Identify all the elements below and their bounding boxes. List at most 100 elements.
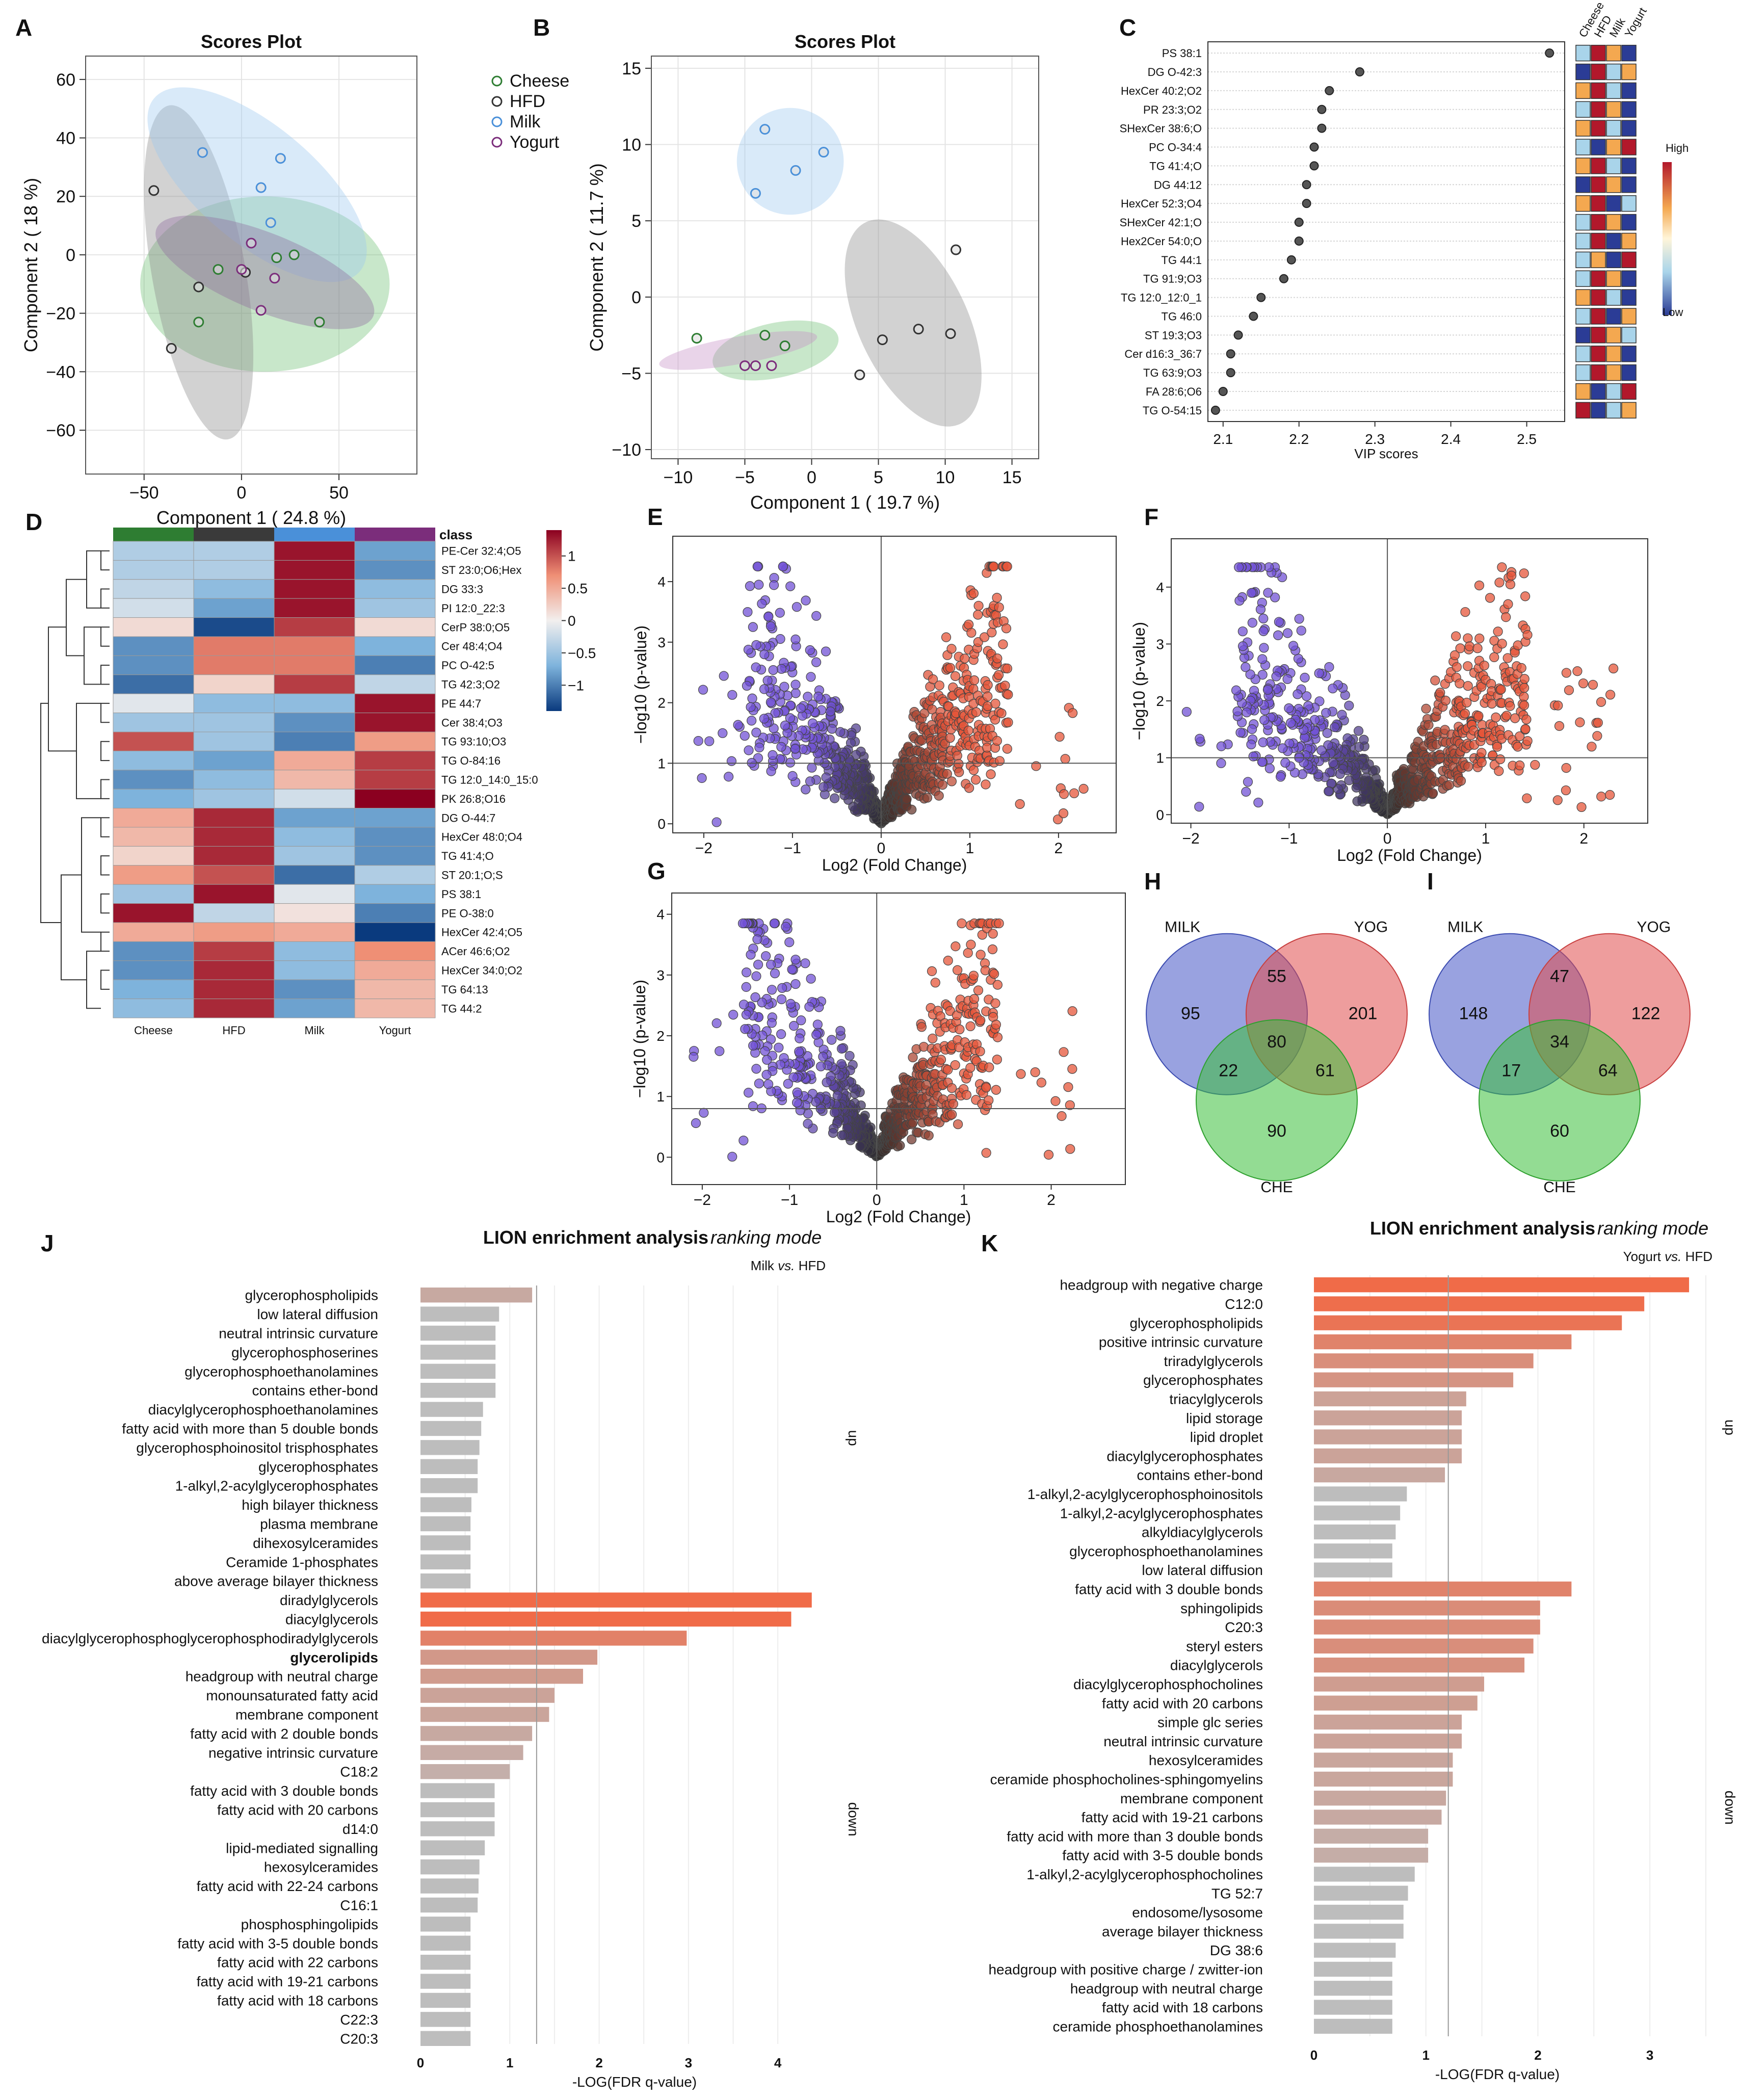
volcano-point	[1282, 628, 1293, 638]
volcano-point	[813, 692, 824, 702]
heatmap-cell	[354, 636, 436, 656]
panel-letter-H: H	[1144, 868, 1161, 895]
tick-label-x: 5	[874, 468, 883, 487]
heatmap-column-label: Yogurt	[379, 1024, 411, 1037]
dendrogram	[40, 550, 110, 1009]
vip-heat-cell	[1621, 402, 1637, 419]
vip-feature-label: TG 41:4;O	[1149, 160, 1202, 172]
enrichment-bar	[420, 1459, 478, 1474]
venn-label-che: CHE	[1543, 1179, 1575, 1196]
heatmap-cell	[354, 731, 436, 751]
volcano-point	[996, 708, 1007, 719]
volcano-point	[836, 1043, 847, 1054]
data-point-yogurt	[269, 273, 280, 284]
heatmap-cell	[193, 655, 275, 675]
enrichment-term-label: fatty acid with 18 carbons	[217, 1993, 378, 2009]
volcano-point	[789, 1021, 799, 1031]
volcano-point	[973, 600, 984, 611]
enrichment-term-label: diacylglycerophosphocholines	[1073, 1676, 1263, 1692]
volcano-point	[1248, 751, 1258, 762]
volcano-point	[992, 736, 1002, 746]
panel-letter-A: A	[15, 14, 32, 41]
volcano-point	[768, 750, 778, 760]
volcano-point	[761, 1069, 772, 1080]
volcano-point	[1596, 697, 1606, 707]
volcano-point	[1030, 1067, 1040, 1078]
vip-point	[1355, 67, 1364, 77]
volcano-point	[812, 1019, 823, 1030]
volcano-point	[973, 985, 984, 995]
volcano-point	[790, 955, 801, 965]
volcano-point	[763, 1079, 774, 1089]
subtitle-group-a: Yogurt	[1623, 1249, 1665, 1264]
chart-title-mode: ranking mode	[1597, 1218, 1708, 1239]
vip-point	[1309, 142, 1319, 152]
vip-heat-cell	[1606, 101, 1621, 118]
volcano-point	[752, 561, 762, 571]
volcano-point	[1235, 727, 1246, 738]
data-point-yogurt	[766, 360, 777, 371]
vip-feature-label: DG O-42:3	[1148, 66, 1202, 78]
volcano-point	[753, 959, 763, 970]
volcano-point	[1293, 689, 1303, 699]
enrichment-term-label: glycerophosphates	[1143, 1372, 1263, 1388]
heatmap-cell	[113, 579, 194, 599]
heatmap-cell	[193, 560, 275, 580]
heatmap-cell	[274, 617, 355, 637]
tick-label-x: 1	[1422, 2048, 1429, 2063]
vip-heat-cell	[1621, 158, 1637, 174]
class-bar-cell	[355, 528, 435, 541]
volcano-point	[1561, 668, 1572, 678]
volcano-point	[737, 918, 748, 929]
enrichment-term-label: hexosylceramides	[1149, 1752, 1263, 1768]
volcano-point	[828, 1128, 838, 1138]
vip-heat-cell	[1591, 270, 1606, 287]
volcano-point	[1264, 562, 1274, 572]
volcano-point	[981, 1148, 991, 1158]
volcano-point	[930, 978, 940, 988]
volcano-point	[1552, 795, 1563, 805]
vip-point	[1218, 386, 1228, 396]
volcano-point	[1474, 580, 1485, 591]
panel-letter-F: F	[1144, 504, 1158, 530]
volcano-point	[691, 1118, 701, 1128]
heatmap-cell	[274, 750, 355, 771]
colorbar-tick-label: −1	[568, 677, 584, 693]
venn-count-che-only: 90	[1267, 1121, 1286, 1141]
tick-label-x: 2	[1054, 840, 1063, 857]
enrichment-term-label: triradylglycerols	[1164, 1353, 1263, 1369]
venn-label-milk: MILK	[1165, 919, 1200, 936]
heatmap-cell	[274, 960, 355, 980]
enrichment-term-label: lipid droplet	[1190, 1429, 1263, 1445]
volcano-point	[1522, 629, 1533, 640]
volcano-point	[759, 649, 770, 660]
enrichment-term-label: glycerophospholipids	[1129, 1315, 1263, 1331]
volcano-point	[776, 1029, 786, 1039]
volcano-point	[1337, 710, 1347, 720]
vip-feature-label: TG 91:9;O3	[1143, 273, 1202, 285]
vip-heat-cell	[1606, 120, 1621, 137]
volcano-point	[1067, 1006, 1077, 1016]
enrichment-term-label: glycerophospholipids	[245, 1288, 378, 1303]
heatmap-colorbar	[546, 530, 562, 711]
y-axis-label: −log10 (p-value)	[630, 980, 649, 1098]
volcano-point	[1519, 674, 1530, 684]
heatmap-cell	[193, 789, 275, 809]
enrichment-bar	[420, 1288, 533, 1303]
volcano-point	[992, 653, 1003, 664]
tick-label-x: 0	[236, 483, 246, 503]
tick-label-x: 10	[936, 468, 955, 487]
vip-heat-cell	[1591, 364, 1606, 381]
tick-label-x: 2.5	[1517, 431, 1537, 447]
heatmap-cell	[274, 941, 355, 961]
volcano-point	[1497, 639, 1507, 649]
vip-heat-cell	[1606, 82, 1621, 99]
vip-point	[1294, 218, 1304, 227]
enrichment-bar	[420, 1325, 496, 1341]
vip-heat-cell	[1621, 251, 1637, 269]
heatmap-row-label: TG 93:10;O3	[441, 736, 506, 748]
confidence-ellipse-hfd	[845, 219, 982, 427]
volcano-point	[1322, 728, 1332, 738]
volcano-point	[801, 784, 811, 795]
x-axis-label: Component 1 ( 24.8 %)	[156, 507, 346, 528]
